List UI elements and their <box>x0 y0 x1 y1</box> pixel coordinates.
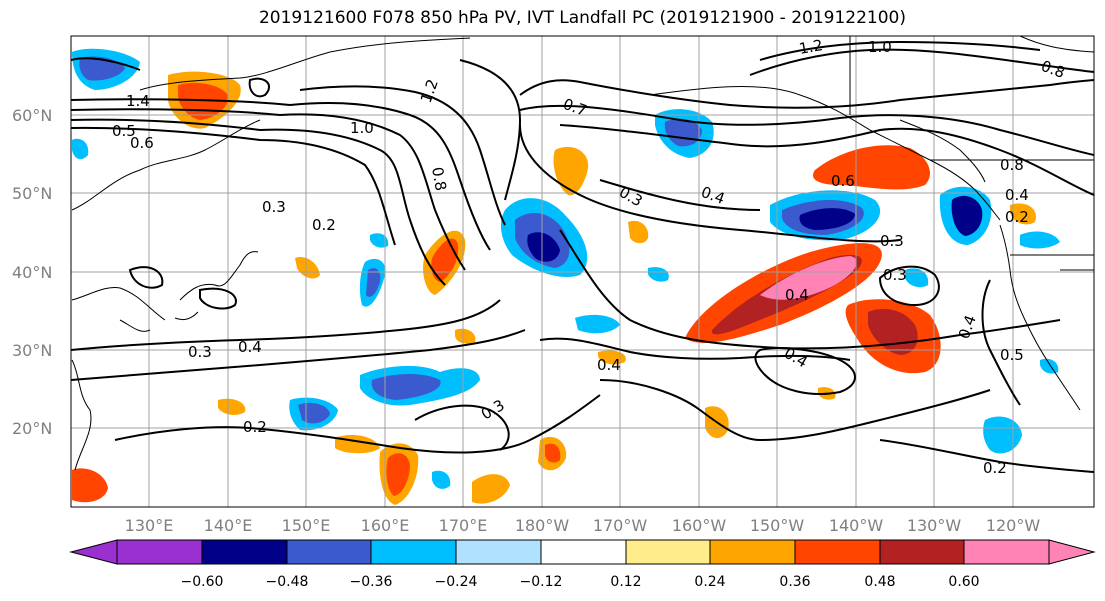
colorbar-bin <box>370 539 457 565</box>
colorbar-bin <box>116 539 203 565</box>
colorbar-tick-label: −0.12 <box>520 574 563 590</box>
positive-anomaly-region <box>386 453 410 496</box>
contour-label: 0.2 <box>243 418 267 436</box>
contour-label: 1.0 <box>868 38 892 56</box>
longitude-labels: 130°E 140°E 150°E 160°E 170°E 180°W 170°… <box>125 516 1041 535</box>
lon-label: 120°W <box>986 516 1041 535</box>
contour-label: 0.3 <box>188 343 212 361</box>
lon-label: 170°E <box>439 516 488 535</box>
contour-label: 0.8 <box>428 166 450 193</box>
positive-anomaly-region <box>295 256 320 279</box>
colorbar-tick-label: 0.60 <box>948 574 979 590</box>
map-title: 2019121600 F078 850 hPa PV, IVT Landfall… <box>258 8 906 28</box>
coastlines <box>71 36 1094 471</box>
negative-anomaly-region <box>799 208 855 230</box>
lat-label: 40°N <box>12 263 52 282</box>
negative-anomaly-region <box>527 232 560 262</box>
negative-anomaly-region <box>575 314 620 334</box>
colorbar-tick-label: −0.48 <box>266 574 309 590</box>
contour-label: 0.8 <box>1000 156 1024 174</box>
negative-anomaly-region <box>370 233 389 248</box>
negative-anomaly-region <box>905 268 929 288</box>
contour-label: 0.5 <box>112 122 136 140</box>
positive-anomaly-region <box>760 256 857 300</box>
colorbar-bin <box>879 539 965 565</box>
positive-anomaly-region <box>812 145 930 190</box>
colorbar-bin <box>286 539 372 565</box>
latitude-labels: 60°N 50°N 40°N 30°N 20°N <box>12 106 52 438</box>
colorbar-tick-label: 0.36 <box>779 574 810 590</box>
contour-label: 0.6 <box>130 134 154 152</box>
contour-label: 0.3 <box>262 198 286 216</box>
colorbar-bin <box>625 539 711 565</box>
lon-label: 130°E <box>125 516 174 535</box>
lon-label: 160°W <box>672 516 727 535</box>
positive-anomaly-region <box>1010 203 1036 225</box>
lat-label: 50°N <box>12 184 52 203</box>
contour-label: 0.2 <box>983 459 1007 477</box>
contour-label: 0.6 <box>831 172 855 190</box>
negative-anomaly-region <box>432 470 451 489</box>
negative-anomaly-region <box>1020 231 1060 249</box>
colorbar-tick-label: −0.36 <box>350 574 393 590</box>
colorbar-bin <box>455 539 542 565</box>
contour-label: 0.4 <box>1005 186 1029 204</box>
lon-label: 140°W <box>829 516 884 535</box>
contour-label: 0.4 <box>785 286 809 304</box>
colorbar-bin <box>201 539 288 565</box>
positive-anomaly-region <box>455 328 476 344</box>
lat-label: 30°N <box>12 341 52 360</box>
colorbar-tick-label: 0.48 <box>864 574 895 590</box>
lat-label: 60°N <box>12 106 52 125</box>
colorbar <box>69 539 1096 565</box>
contour-label: 0.4 <box>597 356 621 374</box>
positive-anomaly-region <box>72 468 108 503</box>
contour-label: 1.4 <box>126 92 150 110</box>
colorbar-high-extend <box>1048 539 1096 565</box>
colorbar-ticks: −0.60 −0.48 −0.36 −0.24 −0.12 0.12 0.24 … <box>181 574 980 590</box>
negative-anomaly-region <box>983 416 1022 454</box>
positive-anomaly-region <box>598 350 626 365</box>
positive-anomaly-region <box>218 398 246 415</box>
negative-anomaly-region <box>951 195 983 236</box>
negative-anomaly-region <box>366 268 381 297</box>
negative-anomaly-region <box>72 138 89 160</box>
colorbar-bin <box>540 539 627 565</box>
colorbar-bin <box>709 539 796 565</box>
contour-label: 0.2 <box>1005 208 1029 226</box>
map-frame <box>70 35 1095 508</box>
lon-label: 140°E <box>204 516 253 535</box>
positive-anomaly-region <box>628 220 649 244</box>
negative-anomaly-region <box>648 267 669 282</box>
colorbar-tick-label: −0.60 <box>181 574 224 590</box>
colorbar-low-extend <box>69 539 118 565</box>
pv-contours <box>71 40 1094 473</box>
lon-label: 180°W <box>515 516 570 535</box>
contour-label: 0.4 <box>238 338 262 356</box>
colorbar-bin <box>963 539 1050 565</box>
colorbar-tick-label: 0.12 <box>610 574 641 590</box>
positive-anomaly-region <box>545 443 561 463</box>
lon-label: 130°W <box>907 516 962 535</box>
contour-label: 0.2 <box>312 216 336 234</box>
positive-anomaly-region <box>553 146 589 196</box>
colorbar-bin <box>794 539 881 565</box>
lat-label: 20°N <box>12 419 52 438</box>
contour-label: 1.0 <box>350 119 374 137</box>
positive-anomaly-region <box>472 474 510 504</box>
contour-label: 1.2 <box>798 36 825 58</box>
lon-label: 150°E <box>282 516 331 535</box>
colorbar-tick-label: −0.24 <box>435 574 478 590</box>
colorbar-tick-label: 0.24 <box>694 574 725 590</box>
positive-anomaly-region <box>431 238 459 282</box>
contour-label: 0.5 <box>1000 346 1024 364</box>
negative-anomaly-region <box>371 374 441 400</box>
lon-label: 150°W <box>750 516 805 535</box>
lon-label: 160°E <box>361 516 410 535</box>
contour-label: 0.3 <box>883 266 907 284</box>
lon-label: 170°W <box>593 516 648 535</box>
contour-label: 0.3 <box>880 232 904 250</box>
